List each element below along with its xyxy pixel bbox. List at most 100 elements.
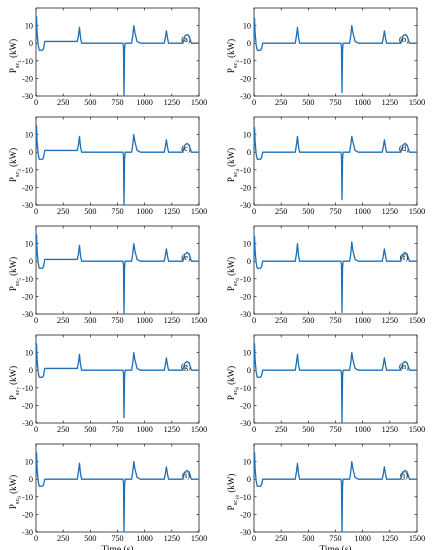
x-tick-label: 0 (252, 425, 256, 434)
plot-frame (35, 7, 200, 97)
x-tick-label: 1500 (191, 207, 207, 216)
y-tick-label: -30 (22, 528, 33, 537)
panel-label: (d) (399, 143, 409, 153)
y-tick-label: -30 (240, 528, 251, 537)
x-tick-label: 500 (84, 316, 96, 325)
x-tick-label: 1250 (382, 534, 398, 543)
x-tick-label: 500 (302, 534, 314, 543)
y-tick-label: 10 (25, 458, 33, 467)
x-tick-label: 750 (111, 534, 123, 543)
x-tick-label: 500 (302, 425, 314, 434)
plot-frame (35, 334, 200, 424)
y-tick-label: 0 (247, 257, 251, 266)
y-tick-label: -10 (240, 275, 251, 284)
x-tick-label: 250 (275, 534, 287, 543)
x-tick-label: 1000 (354, 425, 370, 434)
y-tick-label: -30 (22, 92, 33, 101)
y-tick-label: -20 (240, 74, 251, 83)
x-tick-label: 1500 (191, 425, 207, 434)
y-axis-label: Psc5 (kW) (8, 257, 23, 291)
x-tick-label: 750 (111, 207, 123, 216)
x-tick-label: 750 (329, 534, 341, 543)
x-tick-label: 1500 (409, 207, 425, 216)
y-axis-label: Psc10 (kW) (226, 474, 241, 511)
x-tick-label: 1250 (164, 98, 180, 107)
x-tick-label: 1000 (354, 98, 370, 107)
y-tick-label: 10 (243, 131, 251, 140)
y-tick-label: -10 (240, 57, 251, 66)
y-tick-label: 10 (25, 22, 33, 31)
series-line (253, 17, 417, 94)
x-tick-label: 750 (329, 98, 341, 107)
x-tick-label: 0 (34, 534, 38, 543)
y-axis-label: Psc7 (kW) (8, 366, 23, 400)
plot-frame (35, 116, 200, 206)
plot-frame (35, 225, 200, 315)
x-tick-label: 250 (57, 207, 69, 216)
y-tick-label: 10 (25, 131, 33, 140)
x-tick-label: 500 (84, 534, 96, 543)
series-line (35, 343, 199, 419)
series-line (253, 452, 417, 533)
y-tick-label: 0 (29, 366, 33, 375)
y-tick-label: -30 (240, 310, 251, 319)
y-tick-label: 10 (25, 349, 33, 358)
x-tick-label: 1500 (191, 98, 207, 107)
y-tick-label: 0 (247, 148, 251, 157)
y-tick-label: -10 (240, 166, 251, 175)
series-line (35, 16, 199, 97)
y-tick-label: 10 (25, 240, 33, 249)
y-tick-label: 0 (247, 39, 251, 48)
y-tick-label: -20 (240, 292, 251, 301)
panel-label: (j) (400, 470, 408, 480)
y-tick-label: 10 (243, 22, 251, 31)
y-tick-label: 10 (243, 349, 251, 358)
y-tick-label: -10 (22, 166, 33, 175)
x-tick-label: 1000 (136, 425, 152, 434)
plot-frame (253, 225, 418, 315)
x-tick-label: 0 (34, 316, 38, 325)
x-tick-label: 1000 (136, 98, 152, 107)
x-tick-label: 500 (302, 316, 314, 325)
panel-label: (g) (181, 361, 191, 371)
x-tick-label: 250 (275, 98, 287, 107)
plot-frame (253, 116, 418, 206)
y-axis-label: Psc1 (kW) (8, 39, 23, 73)
x-tick-label: 250 (275, 425, 287, 434)
panel-j: 0 250 500 750 1000 1250 1500 -30 -20 -10 0 10Psc10 … (226, 443, 425, 550)
panel-label: (e) (181, 252, 191, 262)
x-tick-label: 0 (252, 207, 256, 216)
x-axis-label: Time (s) (319, 544, 351, 550)
y-tick-label: -20 (22, 401, 33, 410)
x-tick-label: 1250 (382, 98, 398, 107)
y-tick-label: -20 (22, 510, 33, 519)
y-axis-label: Psc2 (kW) (226, 39, 241, 73)
panel-label: (f) (400, 252, 409, 262)
x-tick-label: 750 (329, 207, 341, 216)
panel-label: (h) (399, 361, 409, 371)
x-tick-label: 250 (57, 316, 69, 325)
y-tick-label: 0 (29, 257, 33, 266)
series-line (253, 343, 417, 424)
x-tick-label: 1500 (409, 98, 425, 107)
plot-frame (253, 443, 418, 533)
x-axis-label: Time (s) (101, 544, 133, 550)
series-line (35, 234, 199, 315)
x-tick-label: 1250 (164, 316, 180, 325)
y-tick-label: -20 (240, 183, 251, 192)
x-tick-label: 500 (302, 207, 314, 216)
x-tick-label: 1250 (382, 207, 398, 216)
series-line (35, 452, 199, 533)
x-tick-label: 500 (84, 425, 96, 434)
x-tick-label: 1500 (191, 534, 207, 543)
y-tick-label: -10 (22, 275, 33, 284)
y-axis-label: Psc9 (kW) (8, 475, 23, 509)
y-axis-label: Psc6 (kW) (226, 257, 241, 291)
y-tick-label: 0 (29, 475, 33, 484)
y-axis-label: Psc3 (kW) (8, 148, 23, 182)
